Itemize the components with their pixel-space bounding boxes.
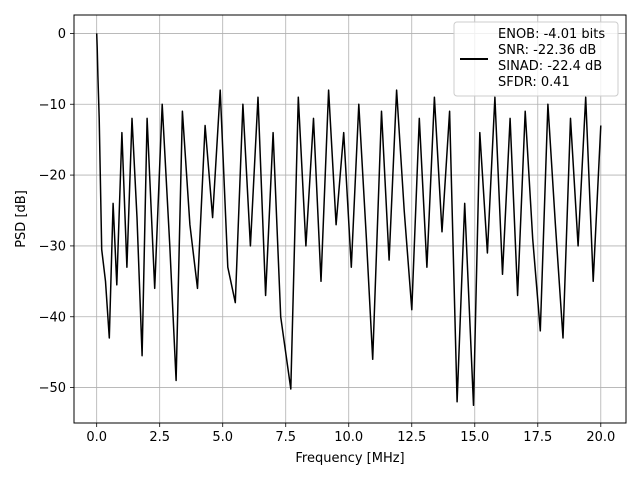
x-axis-label: Frequency [MHz] <box>295 451 404 466</box>
x-tick-label: 20.0 <box>586 430 615 445</box>
x-tick-label: 0.0 <box>86 430 107 445</box>
x-tick-label: 17.5 <box>523 430 552 445</box>
x-tick-label: 7.5 <box>275 430 296 445</box>
axes-frame <box>73 14 627 424</box>
y-tick-label: −40 <box>39 310 66 325</box>
y-tick-label: 0 <box>58 27 66 42</box>
y-tick-label: −30 <box>39 239 66 254</box>
legend: ENOB: -4.01 bits SNR: -22.36 dB SINAD: -… <box>453 21 619 97</box>
legend-entry-snr: SNR: -22.36 dB <box>498 43 596 58</box>
plot-area <box>95 33 602 407</box>
x-tick-label: 12.5 <box>397 430 426 445</box>
legend-entry-sinad: SINAD: -22.4 dB <box>498 59 602 74</box>
y-axis-ticks: 0 −10 −20 −30 −40 −50 <box>39 27 74 396</box>
y-tick-label: −10 <box>39 98 66 113</box>
legend-entry-sfdr: SFDR: 0.41 <box>498 75 570 90</box>
x-tick-label: 5.0 <box>212 430 233 445</box>
y-tick-label: −50 <box>39 381 66 396</box>
x-tick-label: 2.5 <box>149 430 170 445</box>
legend-entry-enob: ENOB: -4.01 bits <box>498 27 605 42</box>
psd-series-line <box>95 33 602 407</box>
x-tick-label: 10.0 <box>334 430 363 445</box>
x-axis-ticks: 0.0 2.5 5.0 7.5 10.0 12.5 15.0 17.5 20.0 <box>86 423 615 445</box>
y-axis-label: PSD [dB] <box>14 190 29 248</box>
x-tick-label: 15.0 <box>460 430 489 445</box>
y-tick-label: −20 <box>39 169 66 184</box>
legend-box <box>453 21 619 97</box>
